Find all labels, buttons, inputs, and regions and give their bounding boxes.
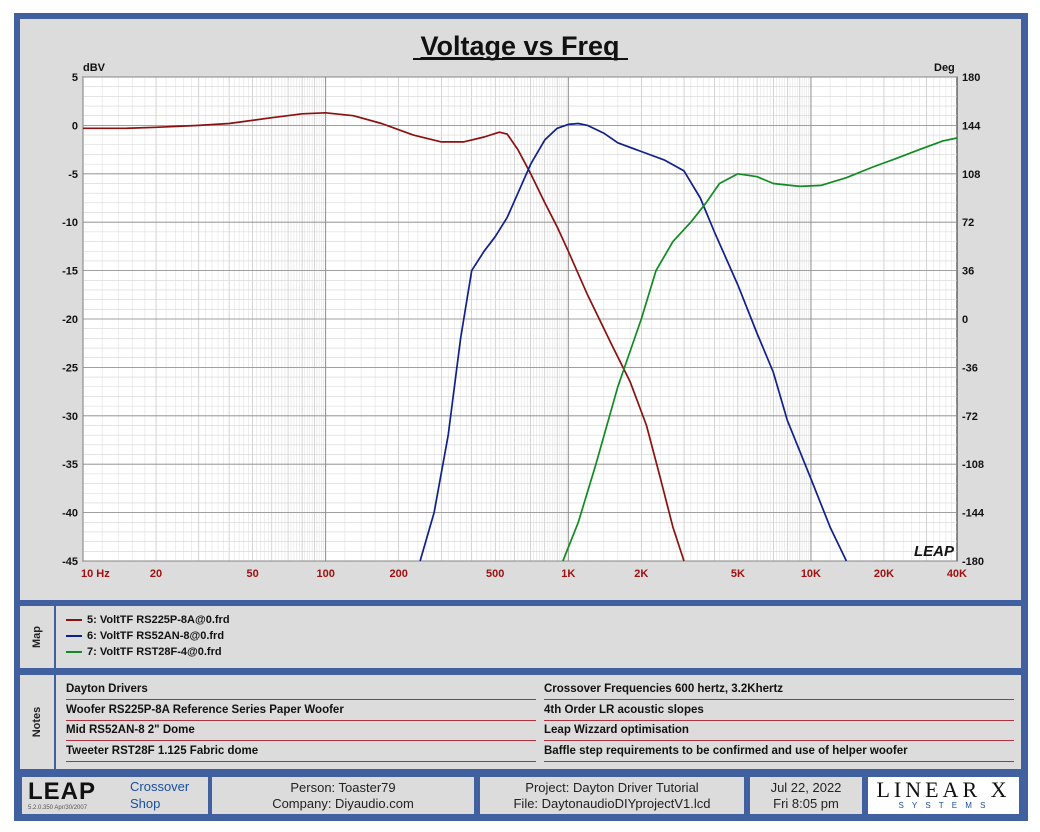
x-tick-label: 2K: [634, 568, 648, 580]
y-tick-label: -45: [62, 556, 78, 568]
notes-panel: Notes Dayton Drivers Woofer RS225P-8A Re…: [20, 675, 1021, 769]
legend-item-3: 7: VoltTF RST28F-4@0.frd: [66, 646, 222, 660]
series-line-2: [419, 122, 848, 562]
y-right-tick-label: -108: [962, 459, 984, 471]
y-axis-right-label: Deg: [934, 62, 955, 74]
project-text: Project: Dayton Driver Tutorial: [525, 780, 699, 795]
notes-side-label: Notes: [20, 675, 56, 769]
legend-label: 5: VoltTF RS225P-8A@0.frd: [87, 614, 230, 626]
x-tick-label: 20K: [874, 568, 894, 580]
footer-person-box: Person: Toaster79 Company: Diyaudio.com: [212, 777, 474, 814]
y-tick-label: -20: [62, 314, 78, 326]
y-tick-label: -15: [62, 266, 78, 278]
legend-swatch: [66, 651, 82, 654]
x-tick-label: 50: [246, 568, 258, 580]
legend-label: 6: VoltTF RS52AN-8@0.frd: [87, 630, 225, 642]
map-panel: Map 5: VoltTF RS225P-8A@0.frd 6: VoltTF R…: [20, 606, 1021, 668]
footer-project-box: Project: Dayton Driver Tutorial File: Da…: [480, 777, 744, 814]
note-left-1: Dayton Drivers: [66, 680, 536, 700]
legend-swatch: [66, 619, 82, 622]
chart-title: Voltage vs Freq: [420, 31, 619, 61]
y-right-tick-label: 72: [962, 217, 974, 229]
leap-logo: LEAP: [28, 778, 97, 805]
y-tick-label: -5: [68, 169, 78, 181]
x-tick-label: 10 Hz: [81, 568, 110, 580]
series-line-3: [562, 137, 958, 562]
map-side-label: Map: [20, 606, 56, 668]
product-line-2: Shop: [130, 796, 161, 811]
y-tick-label: -30: [62, 411, 78, 423]
y-right-tick-label: 0: [962, 314, 968, 326]
y-right-tick-label: 108: [962, 169, 980, 181]
footer-date-box: Jul 22, 2022 Fri 8:05 pm: [750, 777, 862, 814]
note-right-1: Crossover Frequencies 600 hertz, 3.2Kher…: [544, 680, 1014, 700]
brand-line-2: S Y S T E M S: [898, 801, 989, 810]
x-tick-label: 10K: [801, 568, 821, 580]
voltage-chart: Voltage vs Freq dBV Deg 50-5-10-15-20-25…: [62, 31, 985, 580]
y-right-tick-label: 144: [962, 120, 981, 132]
y-right-tick-label: -144: [962, 508, 985, 520]
note-left-4: Tweeter RST28F 1.125 Fabric dome: [66, 742, 536, 762]
y-right-tick-label: -36: [962, 362, 978, 374]
note-left-3: Mid RS52AN-8 2" Dome: [66, 721, 536, 741]
x-tick-label: 100: [316, 568, 334, 580]
leap-watermark: LEAP: [914, 543, 955, 560]
y-axis-left-label: dBV: [83, 62, 106, 74]
footer-strip: LEAP 5.2.0.350 Apr/30/2007 Crossover Sho…: [20, 775, 1021, 816]
note-right-4: Baffle step requirements to be confirmed…: [544, 742, 1014, 762]
y-tick-label: 5: [72, 72, 78, 84]
y-right-tick-label: 36: [962, 266, 974, 278]
note-right-2: 4th Order LR acoustic slopes: [544, 701, 1014, 721]
person-text: Person: Toaster79: [290, 780, 396, 795]
legend-item-2: 6: VoltTF RS52AN-8@0.frd: [66, 630, 224, 644]
product-line-1: Crossover: [130, 779, 190, 794]
legend-swatch: [66, 635, 82, 638]
footer-brand-box: LINEAR X S Y S T E M S: [868, 777, 1019, 814]
y-right-tick-label: 180: [962, 72, 980, 84]
note-left-2: Woofer RS225P-8A Reference Series Paper …: [66, 701, 536, 721]
y-tick-label: -40: [62, 508, 78, 520]
notes-label: Notes: [31, 706, 43, 738]
x-tick-label: 40K: [947, 568, 967, 580]
series-line-1: [83, 111, 685, 562]
x-tick-label: 1K: [561, 568, 575, 580]
legend-item-1: 5: VoltTF RS225P-8A@0.frd: [66, 614, 230, 628]
x-tick-label: 20: [150, 568, 162, 580]
date-text: Jul 22, 2022: [770, 780, 842, 795]
y-tick-label: -25: [62, 362, 78, 374]
chart-panel: Voltage vs Freq dBV Deg 5 0 -5 -10 -15 -20 -25…: [20, 19, 1021, 600]
footer-logo-box: LEAP 5.2.0.350 Apr/30/2007 Crossover Sho…: [22, 777, 208, 814]
y-tick-label: -35: [62, 459, 78, 471]
y-tick-label: 0: [72, 120, 78, 132]
y-right-tick-label: -180: [962, 556, 984, 568]
map-label: Map: [31, 626, 43, 648]
brand-line-1: LINEAR X: [876, 777, 1011, 802]
legend-label: 7: VoltTF RST28F-4@0.frd: [87, 646, 222, 658]
x-tick-label: 500: [486, 568, 504, 580]
company-text: Company: Diyaudio.com: [272, 796, 414, 811]
time-text: Fri 8:05 pm: [773, 796, 839, 811]
version-text: 5.2.0.350 Apr/30/2007: [28, 805, 88, 811]
file-text: File: DaytonaudioDIYprojectV1.lcd: [513, 796, 711, 811]
note-right-3: Leap Wizzard optimisation: [544, 721, 1014, 741]
x-tick-label: 200: [390, 568, 408, 580]
y-right-tick-label: -72: [962, 411, 978, 423]
x-tick-label: 5K: [731, 568, 745, 580]
y-tick-label: -10: [62, 217, 78, 229]
